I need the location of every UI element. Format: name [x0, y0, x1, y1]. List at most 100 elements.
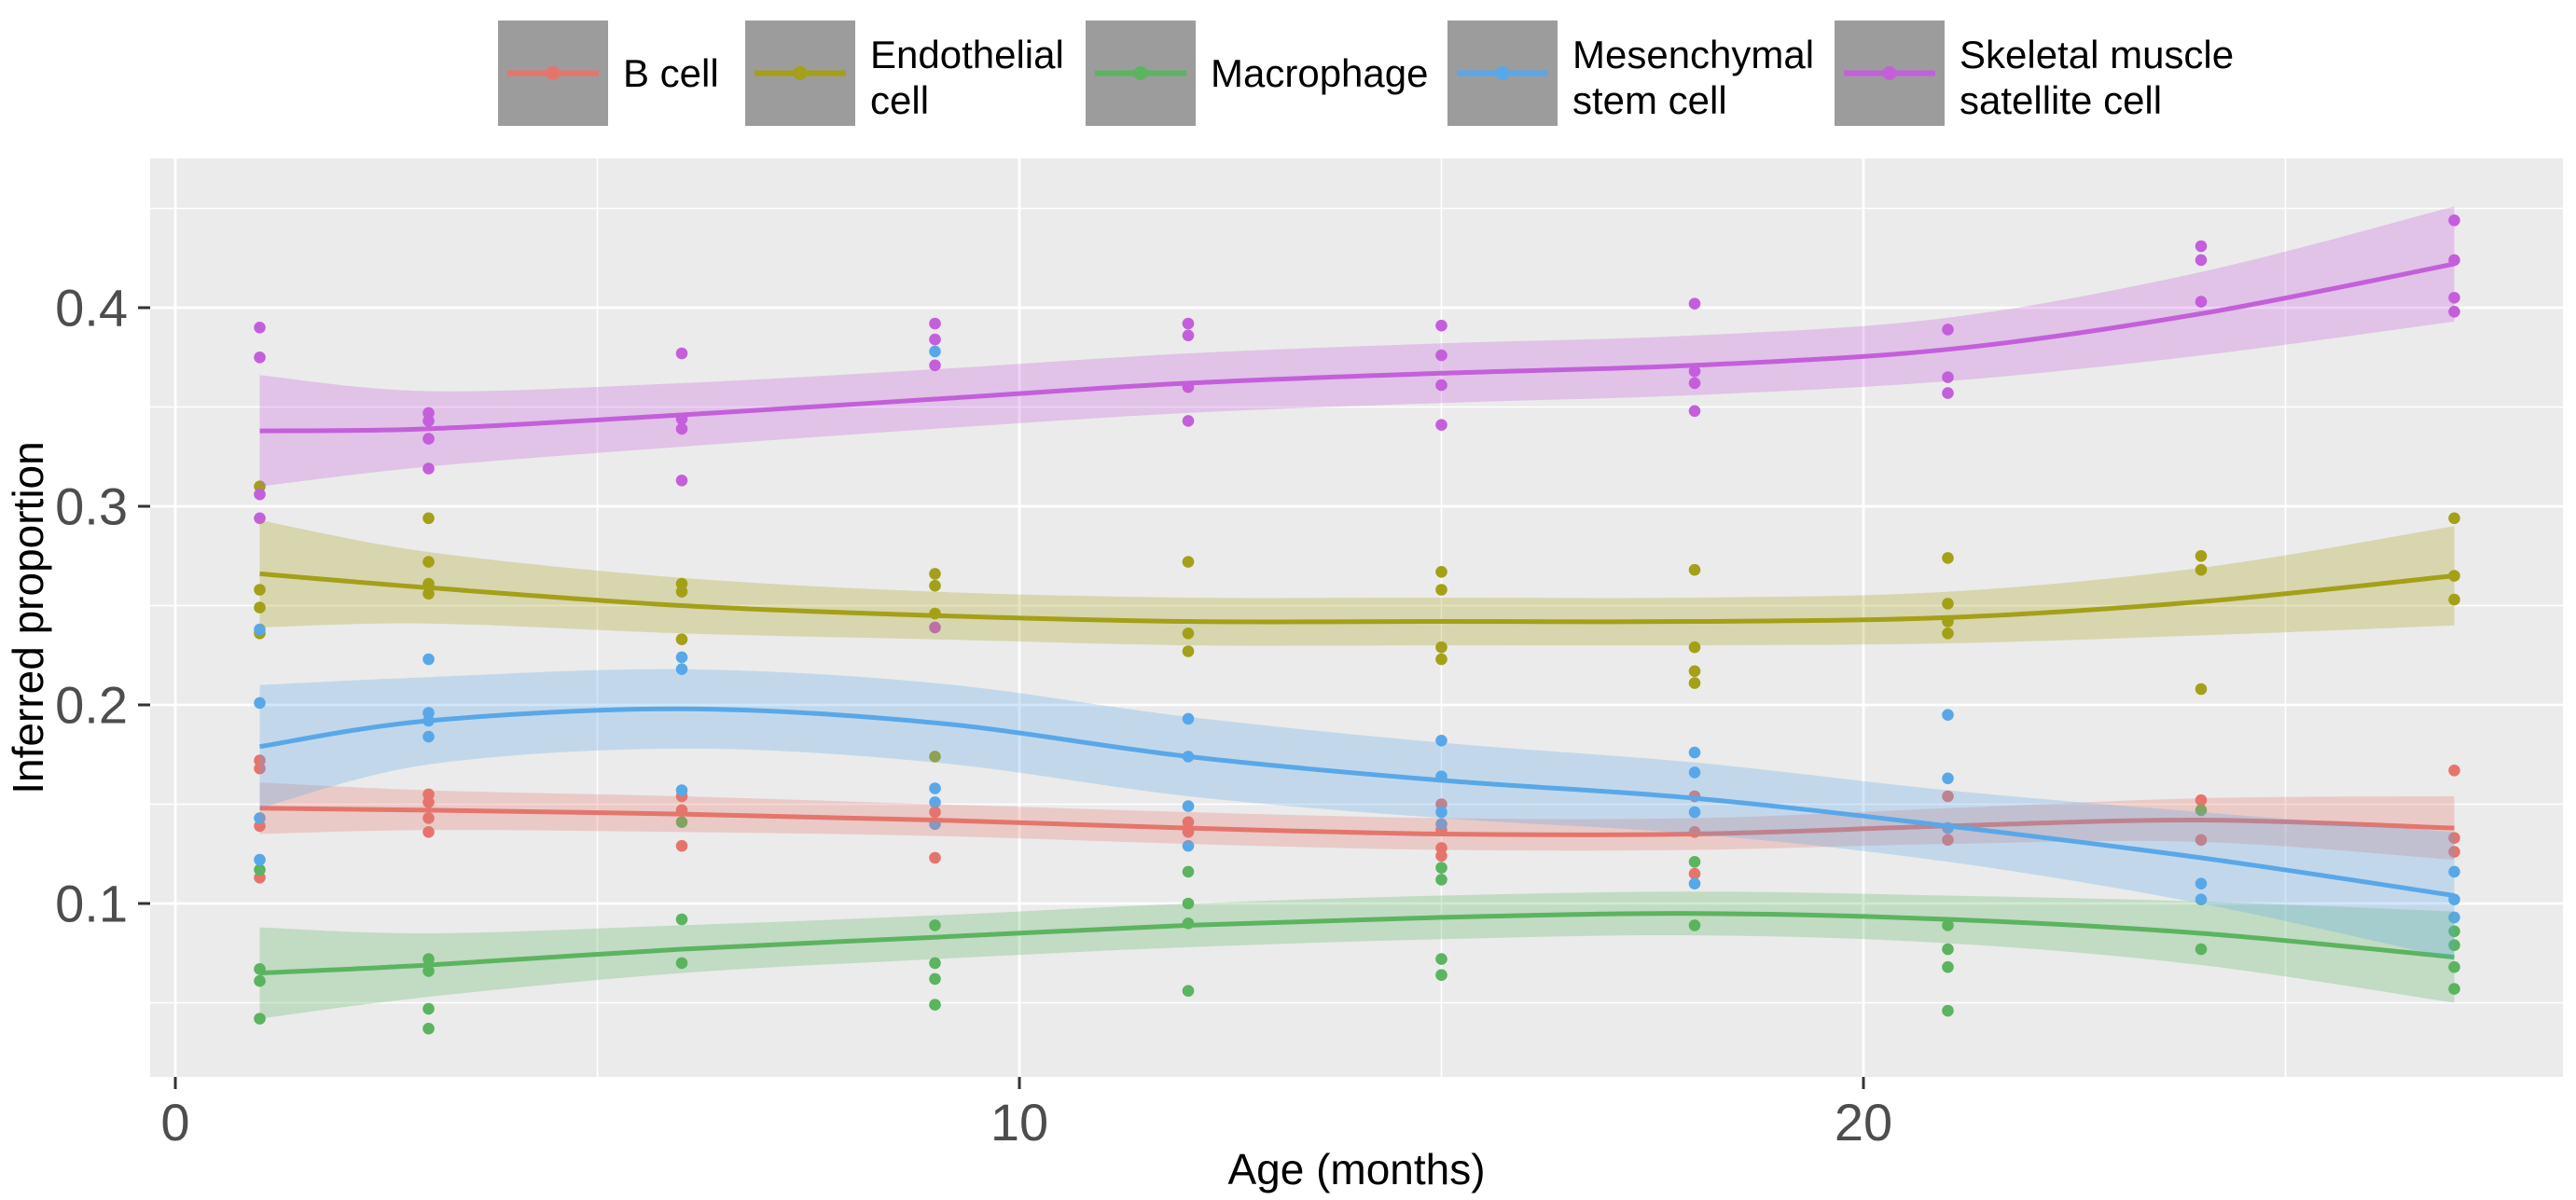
- smooth-line-mesenchymal-stem-cell: [259, 706, 2455, 898]
- data-point: [2448, 306, 2460, 318]
- data-point: [1435, 419, 1447, 432]
- y-axis-title: Inferred proportion: [4, 441, 52, 793]
- data-point: [929, 621, 941, 634]
- data-point: [422, 462, 435, 475]
- data-point: [1435, 735, 1447, 747]
- data-point: [1435, 584, 1447, 596]
- data-point: [422, 965, 435, 977]
- legend-key-point: [1133, 66, 1148, 80]
- data-point: [1182, 329, 1195, 342]
- data-point: [422, 433, 435, 445]
- data-point: [2448, 983, 2460, 995]
- smooth-line-b-cell: [259, 806, 2455, 837]
- ci-band-skeletal-muscle-satellite-cell: [259, 206, 2455, 487]
- legend-label: Macrophage: [1211, 51, 1428, 95]
- data-point: [422, 826, 435, 838]
- data-point: [1435, 862, 1447, 874]
- legend-label: cell: [870, 78, 929, 122]
- data-point: [1942, 919, 1954, 931]
- data-point: [1435, 349, 1447, 362]
- data-point: [2448, 593, 2460, 606]
- data-point: [1182, 839, 1195, 852]
- ci-band-macrophage: [259, 891, 2455, 1019]
- data-point: [2448, 846, 2460, 858]
- points-macrophage: [254, 804, 2460, 1035]
- data-point: [1688, 365, 1701, 378]
- data-point: [254, 322, 266, 334]
- y-tick-label: 0.1: [55, 875, 128, 933]
- data-point: [1182, 712, 1195, 725]
- data-point: [254, 863, 266, 876]
- data-point: [1688, 405, 1701, 418]
- data-point: [1688, 641, 1701, 654]
- smooth-line-macrophage: [259, 911, 2455, 976]
- data-point: [675, 913, 688, 926]
- data-point: [1435, 969, 1447, 981]
- data-point: [1182, 816, 1195, 828]
- data-point: [1182, 985, 1195, 997]
- data-point: [929, 333, 941, 346]
- data-point: [2448, 925, 2460, 938]
- x-tick-label: 0: [160, 1093, 189, 1152]
- data-point: [929, 579, 941, 592]
- data-point: [422, 653, 435, 666]
- data-point: [422, 730, 435, 743]
- data-point: [2448, 214, 2460, 227]
- data-point: [2448, 512, 2460, 525]
- data-point: [929, 782, 941, 794]
- data-point: [1688, 919, 1701, 931]
- data-point: [1942, 790, 1954, 803]
- data-point: [2195, 793, 2208, 807]
- data-point: [254, 623, 266, 636]
- data-point: [1688, 746, 1701, 759]
- data-point: [1182, 415, 1195, 427]
- data-point: [1182, 628, 1195, 640]
- data-point: [1435, 641, 1447, 654]
- data-point: [422, 812, 435, 824]
- data-point: [254, 488, 266, 501]
- data-point: [675, 586, 688, 598]
- data-point: [1182, 800, 1195, 812]
- data-point: [1942, 552, 1954, 564]
- data-point: [254, 697, 266, 710]
- data-point: [1688, 377, 1701, 390]
- data-point: [1942, 834, 1954, 847]
- data-point: [2448, 960, 2460, 973]
- data-point: [675, 633, 688, 645]
- data-point: [1182, 556, 1195, 568]
- data-point: [929, 317, 941, 330]
- data-point: [1182, 865, 1195, 878]
- legend-key-point: [546, 66, 561, 80]
- data-point: [1942, 960, 1954, 973]
- x-axis-title: Age (months): [1227, 1145, 1485, 1193]
- data-point: [675, 816, 688, 828]
- data-point: [2195, 296, 2208, 308]
- points-b-cell: [254, 754, 2460, 884]
- data-point: [1435, 566, 1447, 578]
- data-point: [929, 359, 941, 372]
- data-point: [1688, 665, 1701, 678]
- data-point: [422, 415, 435, 427]
- data-point: [675, 663, 688, 675]
- data-point: [1942, 772, 1954, 785]
- data-point: [2195, 254, 2208, 267]
- data-point: [254, 512, 266, 525]
- data-point: [675, 784, 688, 796]
- data-point: [2195, 943, 2208, 956]
- data-point: [422, 556, 435, 568]
- data-point: [2195, 893, 2208, 905]
- data-point: [422, 1022, 435, 1035]
- data-point: [2448, 939, 2460, 951]
- data-point: [1942, 324, 1954, 336]
- data-point: [929, 806, 941, 819]
- plot-panel: [150, 159, 2563, 1077]
- data-point: [1688, 766, 1701, 779]
- legend-item-b-cell: B cell: [498, 21, 719, 126]
- data-point: [422, 1002, 435, 1015]
- data-point: [1182, 645, 1195, 657]
- data-point: [2448, 832, 2460, 844]
- data-point: [1182, 897, 1195, 910]
- data-point: [1688, 877, 1701, 890]
